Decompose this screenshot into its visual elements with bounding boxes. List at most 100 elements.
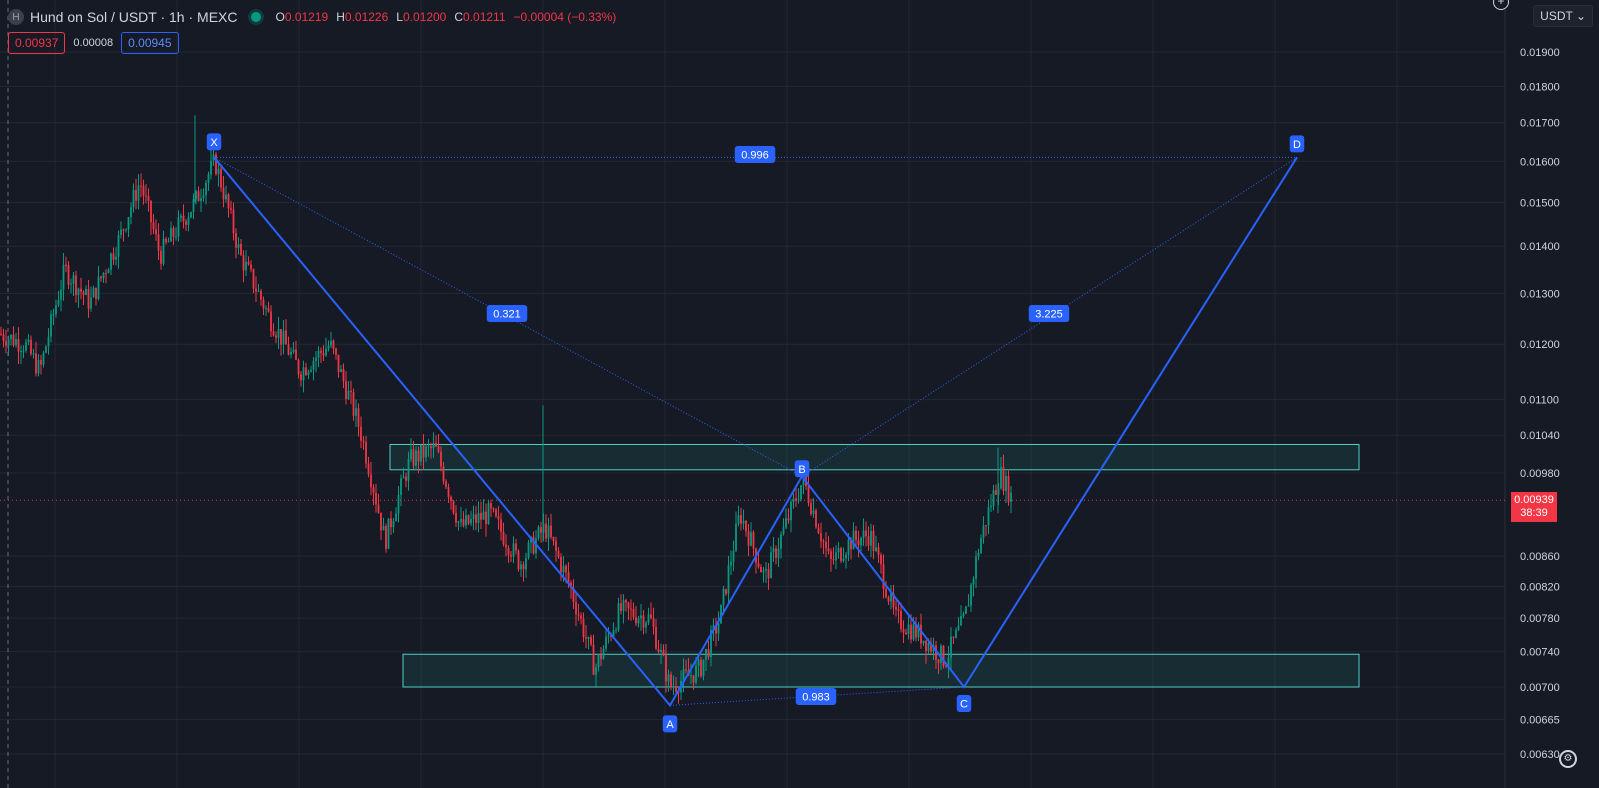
- candle-body: [1000, 467, 1002, 489]
- candle-body: [810, 502, 812, 515]
- candle: [467, 514, 470, 526]
- candle: [867, 526, 870, 551]
- candle-body: [562, 565, 565, 573]
- symbol-title[interactable]: Hund on Sol / USDT · 1h · MEXC: [30, 9, 238, 25]
- price-tick-label: 0.01300: [1520, 288, 1560, 300]
- candle: [402, 467, 405, 479]
- candle: [140, 173, 142, 198]
- gear-icon[interactable]: ⚙: [1559, 750, 1577, 768]
- candle-body: [157, 234, 160, 251]
- candle-body: [7, 339, 10, 346]
- candle-body: [750, 532, 752, 546]
- candle-body: [850, 539, 852, 550]
- candle-body: [902, 629, 905, 633]
- candle-body: [155, 229, 157, 235]
- candle-body: [80, 288, 82, 292]
- candle-body: [40, 360, 42, 365]
- candle-body: [602, 648, 605, 660]
- candle-body: [642, 615, 645, 628]
- candle: [797, 488, 800, 504]
- candle-body: [222, 187, 225, 200]
- candle-body: [402, 476, 405, 479]
- candle: [762, 567, 765, 583]
- pattern-point-label-bg: [1289, 135, 1305, 153]
- candle-body: [797, 499, 800, 501]
- candle: [177, 210, 180, 242]
- candle: [132, 183, 135, 213]
- candle-body: [492, 508, 495, 510]
- candle: [552, 536, 555, 546]
- candle-body: [417, 450, 420, 462]
- candle-body: [575, 601, 577, 615]
- candle: [120, 221, 122, 239]
- candle: [187, 212, 190, 232]
- candle-body: [410, 449, 412, 460]
- candle-body: [725, 588, 727, 594]
- candle-body: [140, 185, 142, 187]
- candle-body: [635, 617, 637, 624]
- candle: [105, 269, 107, 284]
- pattern-ratio-label-bg: [486, 305, 528, 322]
- candle: [720, 604, 722, 624]
- candle-body: [325, 348, 327, 356]
- candle-body: [845, 554, 847, 559]
- price-tick-label: 0.01800: [1520, 81, 1560, 93]
- candle-body: [372, 487, 375, 493]
- candle-body: [952, 636, 955, 638]
- candle: [115, 247, 117, 266]
- pattern-point-label-bg: [956, 694, 972, 712]
- candle: [475, 506, 477, 531]
- candle: [620, 594, 622, 615]
- candle-body: [760, 566, 762, 573]
- candle: [617, 597, 620, 633]
- candle-body: [187, 217, 190, 225]
- candle-body: [497, 516, 500, 520]
- candle: [760, 564, 762, 573]
- candle-body: [825, 541, 827, 549]
- candle: [352, 388, 355, 421]
- token-logo-icon: H: [8, 9, 24, 25]
- candle: [87, 279, 90, 318]
- candle-body: [522, 564, 525, 570]
- candle-body: [965, 606, 967, 614]
- candle-body: [577, 614, 580, 616]
- candle: [532, 531, 535, 555]
- candle-body: [352, 392, 355, 416]
- candle-body: [235, 233, 237, 248]
- pattern-ratio-label-bg: [1028, 305, 1070, 322]
- candle: [77, 287, 80, 308]
- candle-body: [852, 530, 855, 550]
- candle: [422, 434, 425, 471]
- candle: [97, 265, 100, 301]
- pattern-ratio-label: 0.983: [795, 688, 837, 705]
- candle: [730, 550, 732, 576]
- candle: [502, 522, 505, 547]
- candle: [902, 620, 905, 643]
- candle-body: [945, 665, 947, 667]
- pattern-ratio-label-text: 3.225: [1035, 309, 1063, 321]
- candle-body: [242, 254, 245, 271]
- candle: [810, 498, 812, 516]
- ask-button[interactable]: 0.00945: [121, 32, 179, 54]
- candle: [477, 501, 480, 533]
- candle: [652, 607, 655, 635]
- candle: [135, 178, 137, 210]
- candle-body: [470, 518, 472, 524]
- candle-body: [452, 500, 455, 513]
- bid-button[interactable]: 0.00937: [8, 32, 66, 54]
- candle-body: [565, 565, 567, 573]
- candle: [722, 585, 725, 615]
- candle: [525, 552, 527, 578]
- candle: [67, 261, 70, 290]
- candle: [495, 507, 497, 518]
- candle-body: [777, 548, 780, 558]
- currency-selector[interactable]: USDT ⌄: [1533, 5, 1593, 27]
- candle: [172, 225, 175, 246]
- candle: [985, 524, 987, 537]
- candle-body: [20, 351, 22, 353]
- candle-body: [110, 253, 112, 270]
- candle-body: [647, 614, 650, 623]
- candle-body: [925, 640, 927, 652]
- candle: [50, 310, 52, 343]
